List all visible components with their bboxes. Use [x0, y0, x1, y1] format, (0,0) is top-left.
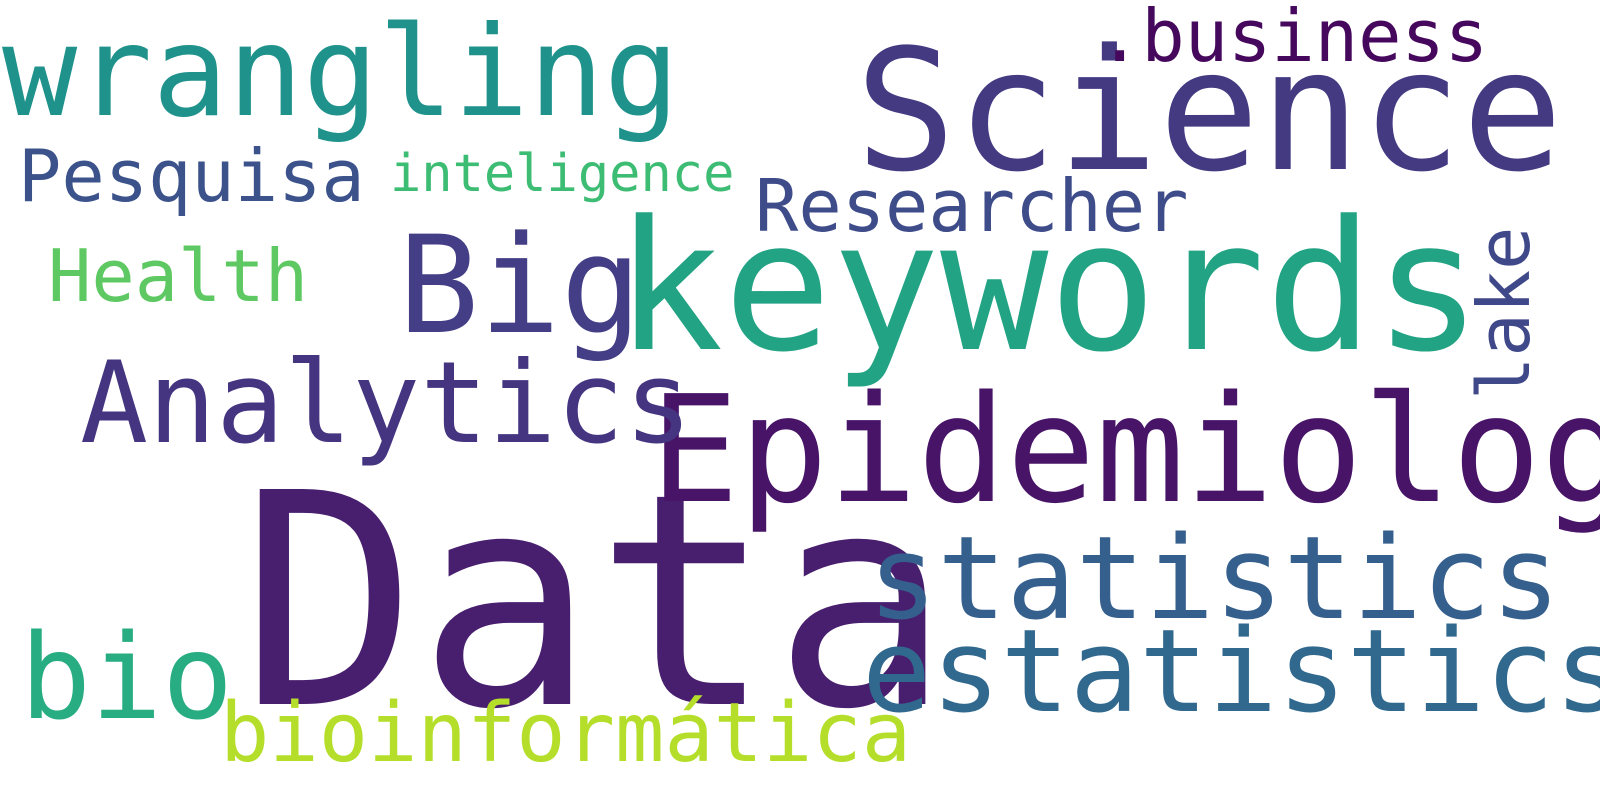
word-bioinformatica: bioinformática — [220, 686, 912, 781]
word-big: Big — [398, 207, 642, 364]
word-inteligence: inteligence — [390, 144, 735, 204]
word-bio: bio — [20, 608, 234, 746]
word-pesquisa: Pesquisa — [18, 134, 365, 218]
word-wrangling: wrangling — [2, 0, 680, 145]
word-business: .business — [1098, 0, 1489, 78]
word-estatistics: estatistics — [862, 605, 1600, 739]
word-data: Data — [240, 430, 951, 774]
word-epidemiology: Epidemiology — [650, 364, 1600, 536]
word-analytics: Analytics — [80, 337, 693, 469]
word-lake: lake — [1462, 226, 1546, 400]
word-statistics: statistics — [868, 512, 1561, 646]
word-researcher: Researcher — [755, 164, 1189, 248]
word-keywords: keywords — [615, 183, 1482, 392]
word-science: Science — [855, 13, 1564, 209]
word-health: Health — [48, 234, 309, 318]
